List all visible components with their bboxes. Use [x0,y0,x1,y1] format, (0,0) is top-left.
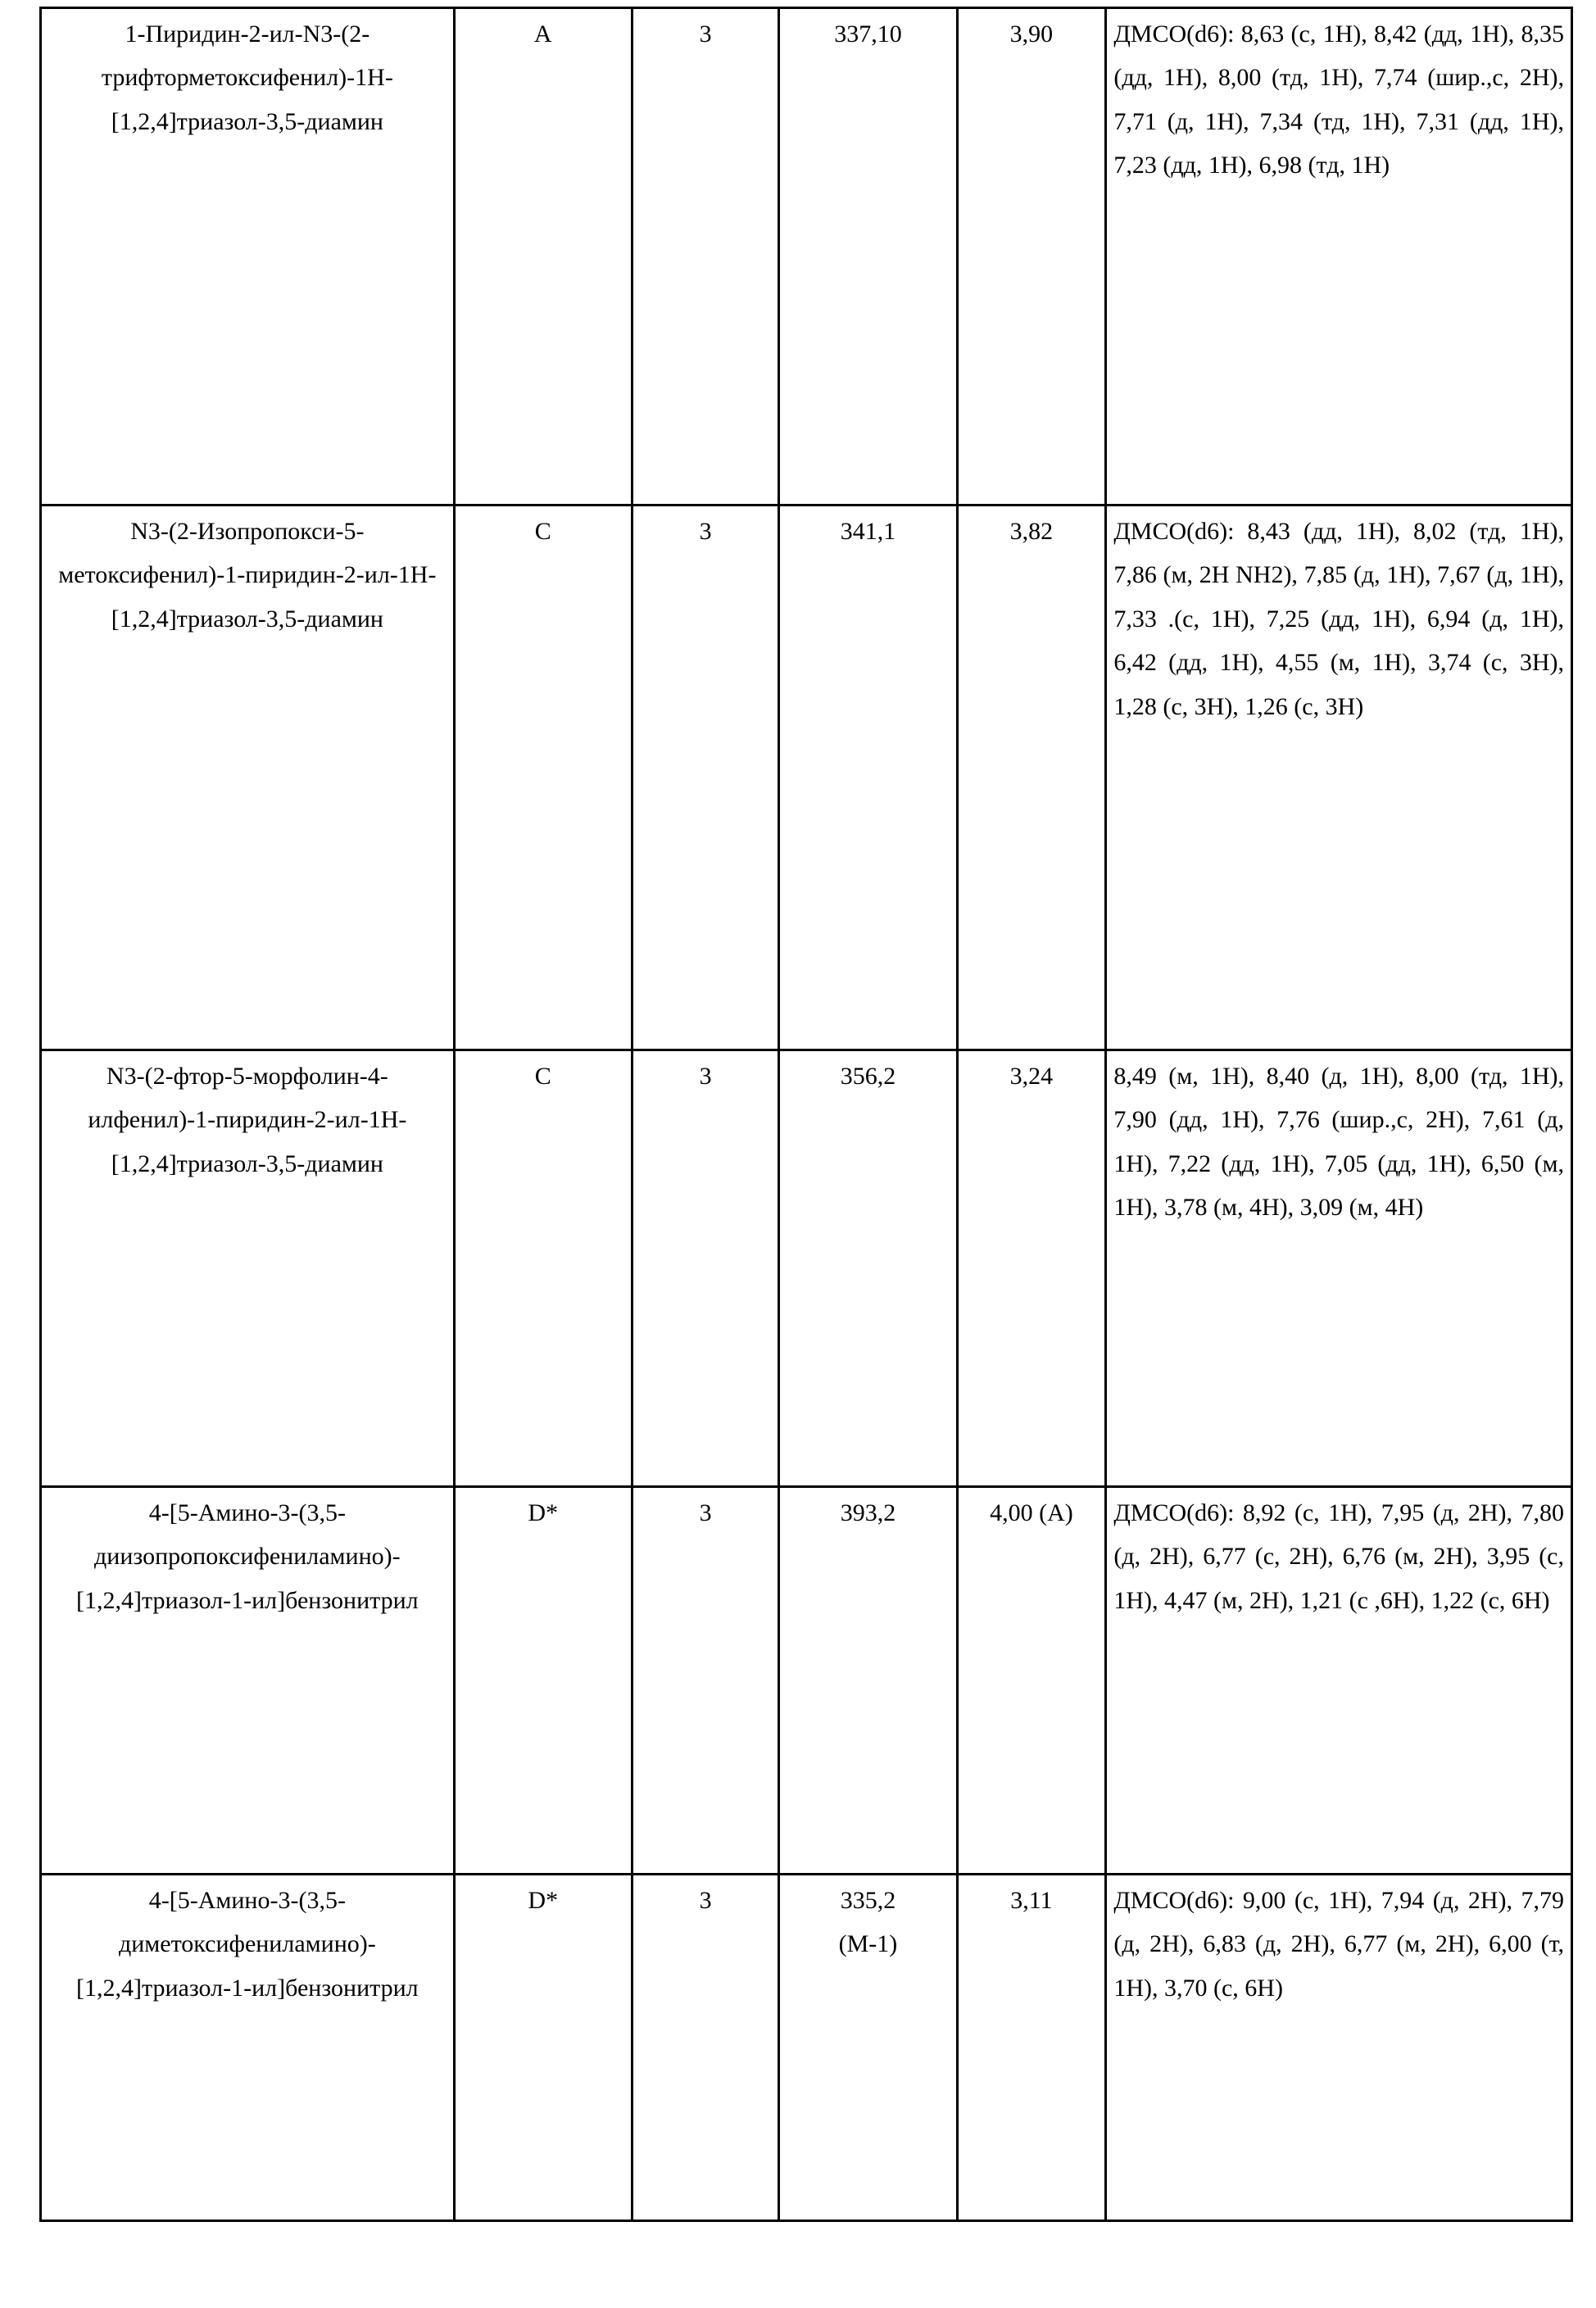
table-row: N3-(2-фтор-5-морфолин-4-илфенил)-1-пирид… [41,1050,1572,1487]
compound-name-cell: 1-Пиридин-2-ил-N3-(2-трифторметоксифенил… [41,8,455,506]
mass-cell: 337,10 [779,8,957,506]
mass-cell: 335,2 (М-1) [779,1875,957,2221]
scheme-cell: 3 [632,8,779,506]
method-cell: C [454,1050,632,1487]
compound-name-cell: N3-(2-Изопропокси-5-метоксифенил)-1-пири… [41,506,455,1050]
scheme-cell: 3 [632,506,779,1050]
mass-value: 337,10 [787,12,949,56]
mass-value: 335,2 [787,1879,949,1922]
method-cell: D* [454,1487,632,1875]
table-row: N3-(2-Изопропокси-5-метоксифенил)-1-пири… [41,506,1572,1050]
method-cell: D* [454,1875,632,2221]
mass-value: 393,2 [787,1491,949,1535]
nmr-cell: ДМСО(d6): 8,63 (с, 1Н), 8,42 (дд, 1Н), 8… [1106,8,1572,506]
scheme-cell: 3 [632,1487,779,1875]
retention-time-cell: 4,00 (A) [957,1487,1106,1875]
method-cell: A [454,8,632,506]
nmr-cell: ДМСО(d6): 8,92 (с, 1Н), 7,95 (д, 2Н), 7,… [1106,1487,1572,1875]
compound-name-cell: 4-[5-Амино-3-(3,5-диметоксифениламино)-[… [41,1875,455,2221]
table-row: 1-Пиридин-2-ил-N3-(2-трифторметоксифенил… [41,8,1572,506]
scheme-cell: 3 [632,1875,779,2221]
mass-cell: 356,2 [779,1050,957,1487]
compound-name-cell: N3-(2-фтор-5-морфолин-4-илфенил)-1-пирид… [41,1050,455,1487]
compound-data-table: 1-Пиридин-2-ил-N3-(2-трифторметоксифенил… [39,7,1573,2222]
retention-time-cell: 3,90 [957,8,1106,506]
method-cell: C [454,506,632,1050]
mass-cell: 393,2 [779,1487,957,1875]
scheme-cell: 3 [632,1050,779,1487]
mass-value: 356,2 [787,1054,949,1098]
mass-value: 341,1 [787,510,949,553]
mass-cell: 341,1 [779,506,957,1050]
nmr-cell: ДМСО(d6): 9,00 (с, 1Н), 7,94 (д, 2Н), 7,… [1106,1875,1572,2221]
compound-name-cell: 4-[5-Амино-3-(3,5-диизопропоксифениламин… [41,1487,455,1875]
document-page: 1-Пиридин-2-ил-N3-(2-трифторметоксифенил… [0,0,1596,2308]
retention-time-cell: 3,24 [957,1050,1106,1487]
nmr-cell: ДМСО(d6): 8,43 (дд, 1Н), 8,02 (тд, 1Н), … [1106,506,1572,1050]
table-row: 4-[5-Амино-3-(3,5-диметоксифениламино)-[… [41,1875,1572,2221]
nmr-cell: 8,49 (м, 1Н), 8,40 (д, 1Н), 8,00 (тд, 1Н… [1106,1050,1572,1487]
mass-note: (М-1) [787,1922,949,1966]
table-row: 4-[5-Амино-3-(3,5-диизопропоксифениламин… [41,1487,1572,1875]
retention-time-cell: 3,11 [957,1875,1106,2221]
retention-time-cell: 3,82 [957,506,1106,1050]
